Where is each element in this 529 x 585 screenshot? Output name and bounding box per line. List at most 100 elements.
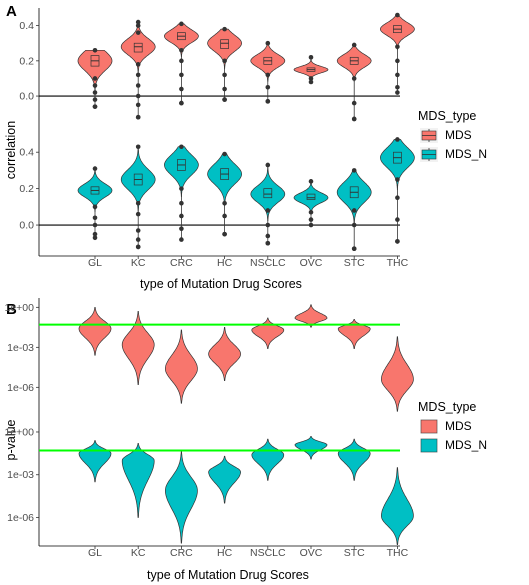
outlier-point: [92, 97, 98, 102]
panel-b-ytick-label: 1e+00: [5, 302, 35, 314]
box-iqr: [263, 188, 273, 199]
panel-letter-b: B: [6, 301, 17, 318]
panel-a-ytick-label: 0.4: [19, 20, 34, 32]
outlier-point: [135, 30, 141, 35]
panel-b-xtick-label: OVC: [300, 547, 323, 559]
box-iqr: [220, 39, 229, 49]
outlier-point: [135, 237, 141, 242]
legend-a-label-mds: MDS: [445, 128, 472, 142]
violin-body: [207, 153, 242, 207]
panel-b-ytick-label: 1e+00: [5, 426, 35, 438]
violin-body: [381, 467, 414, 545]
panel-b-ytick-label: 1e-06: [7, 512, 34, 524]
panel-a-ytick-label: 0.2: [19, 55, 34, 67]
violin-body: [337, 318, 371, 350]
plot-layer: 0.0 0.2 0.4 0.0 0.2 0.4 GL KC CRC HC NSCLC OVC STC TH…: [5, 8, 438, 559]
outlier-point: [222, 213, 227, 219]
outlier-point: [308, 217, 314, 222]
outlier-point: [92, 83, 98, 88]
panel-b-xlabel: type of Mutation Drug Scores: [147, 568, 309, 582]
outlier-point: [179, 47, 184, 53]
panel-a-xtick-label: THC: [387, 257, 409, 269]
outlier-point: [222, 58, 227, 64]
panel-b-xtick-label: HC: [217, 547, 233, 559]
outlier-point: [308, 76, 314, 81]
legend-b: MDS_type MDS MDS_N: [418, 400, 487, 452]
violin-body: [294, 304, 328, 328]
outlier-point: [265, 233, 271, 239]
panel-a-ytick-label: 0.2: [19, 183, 34, 195]
outlier-point: [135, 62, 141, 67]
outlier-point: [222, 151, 227, 157]
outlier-point: [179, 226, 184, 231]
outlier-point: [308, 55, 314, 60]
outlier-point: [222, 86, 227, 92]
outlier-point: [179, 237, 184, 242]
outlier-point: [395, 84, 400, 90]
outlier-point: [92, 231, 98, 237]
outlier-point: [135, 93, 141, 99]
panel-b-ylabel: p-value: [4, 419, 18, 460]
legend-a: MDS_type MDS MDS_N: [418, 109, 487, 161]
outlier-point: [92, 204, 98, 210]
violin-body: [121, 443, 155, 518]
outlier-point: [265, 162, 271, 168]
outlier-point: [135, 102, 141, 108]
outlier-point: [351, 100, 357, 106]
outlier-point: [92, 90, 98, 95]
outlier-point: [395, 12, 400, 18]
outlier-point: [222, 26, 227, 32]
outlier-point: [265, 208, 271, 213]
outlier-point: [351, 246, 357, 252]
outlier-point: [395, 90, 400, 95]
violin-body: [208, 326, 241, 382]
outlier-point: [92, 104, 98, 109]
panel-a-xtick-label: OVC: [300, 257, 323, 269]
panel-b-ytick-label: 1e-03: [7, 342, 34, 354]
outlier-point: [265, 240, 271, 246]
outlier-point: [92, 76, 98, 81]
panel-b-ytick-label: 1e-06: [7, 382, 34, 394]
legend-key-swatch: [420, 419, 438, 434]
outlier-point: [179, 72, 184, 78]
outlier-point: [395, 217, 400, 222]
outlier-point: [351, 116, 357, 122]
outlier-point: [351, 222, 357, 228]
legend-a-label-mdsn: MDS_N: [445, 147, 487, 161]
outlier-point: [135, 228, 141, 233]
panel-a-xtick-label: CRC: [170, 257, 193, 269]
panel-b-xtick-label: GL: [88, 547, 102, 559]
outlier-point: [351, 76, 357, 81]
violin-body: [251, 438, 285, 481]
violin-body: [164, 23, 199, 58]
outlier-point: [308, 222, 314, 228]
outlier-point: [351, 208, 357, 213]
outlier-point: [179, 86, 184, 92]
legend-b-label-mdsn: MDS_N: [445, 438, 487, 452]
outlier-point: [135, 144, 141, 150]
outlier-point: [135, 19, 141, 25]
violin-body: [165, 451, 198, 544]
outlier-point: [92, 166, 98, 171]
outlier-point: [179, 21, 184, 27]
outlier-point: [179, 213, 184, 219]
violin-body: [380, 14, 415, 50]
outlier-point: [395, 239, 400, 244]
panel-a-xtick-label: NSCLC: [250, 257, 286, 269]
outlier-point: [135, 72, 141, 78]
violin-body: [121, 310, 155, 386]
outlier-point: [395, 177, 400, 182]
outlier-point: [92, 222, 98, 228]
outlier-point: [308, 79, 314, 85]
outlier-point: [135, 23, 141, 28]
outlier-point: [265, 84, 271, 90]
violin-body: [207, 28, 242, 70]
violin-body: [164, 146, 199, 198]
panel-a-ytick-label: 0.4: [19, 147, 34, 159]
outlier-point: [222, 72, 227, 78]
outlier-point: [135, 200, 141, 206]
legend-a-title: MDS_type: [418, 109, 476, 123]
panel-b-xtick-label: KC: [131, 547, 146, 559]
outlier-point: [395, 58, 400, 64]
panel-a-ytick-label: 0.0: [19, 220, 34, 232]
